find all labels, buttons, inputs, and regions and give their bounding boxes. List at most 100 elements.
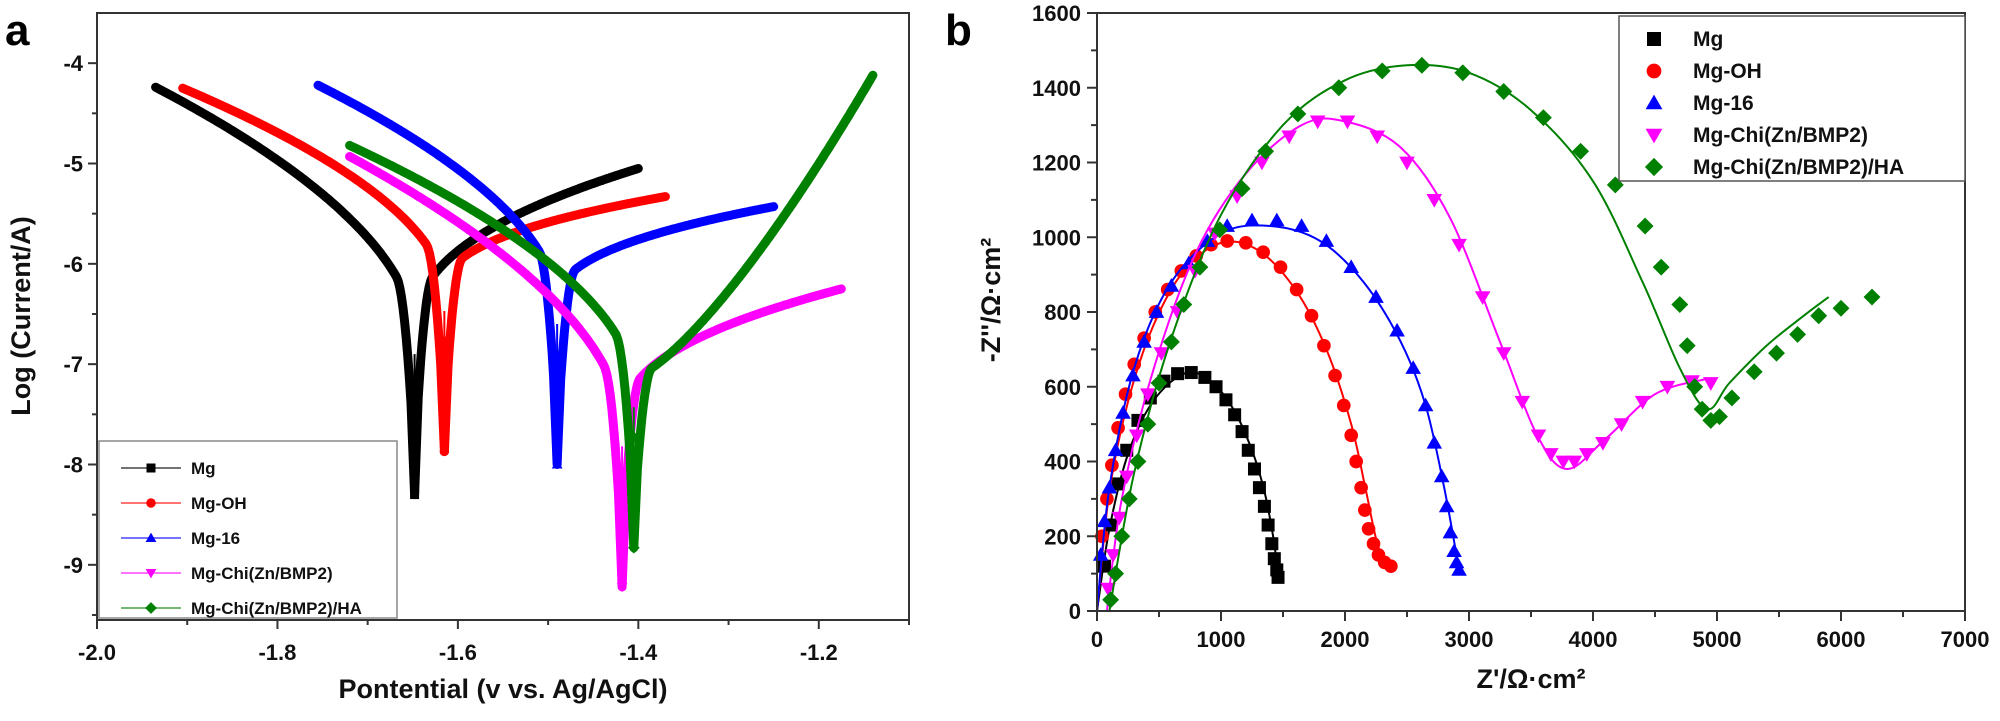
x-tick-label: -1.2 [800,640,838,665]
nyquist-point [1723,389,1741,407]
x-tick-label: 0 [1091,627,1103,652]
nyquist-point [1330,79,1348,97]
nyquist-point [1686,378,1704,396]
legend-marker [1645,128,1663,144]
nyquist-point [1128,429,1145,444]
nyquist-point [1095,529,1109,544]
legend-label: Mg-OH [191,494,247,513]
nyquist-point [1247,462,1261,476]
nyquist-point [1671,296,1689,313]
nyquist-point [1101,479,1118,494]
nyquist-point [1339,115,1356,130]
nyquist-point [1289,105,1307,123]
nyquist-point [1219,393,1233,407]
tafel-marker [627,431,640,444]
nyquist-point [1369,130,1386,145]
y-tick-label: 600 [1044,375,1081,400]
nyquist-point [1125,367,1141,382]
legend-label: Mg-16 [191,529,240,548]
y-tick-label: 400 [1044,450,1081,475]
nyquist-point [1273,260,1288,274]
nyquist-x-axis-title: Z'/Ω·cm² [1476,664,1585,694]
nyquist-point [1566,455,1583,470]
nyquist-point [1358,503,1372,517]
tafel-marker [627,461,640,474]
nyquist-point [1228,408,1242,422]
y-tick-label: 800 [1044,300,1081,325]
tafel-marker [410,409,420,419]
x-tick-label: -1.8 [258,640,296,665]
y-tick-label: -4 [63,51,83,76]
nyquist-point [1495,83,1513,100]
nyquist-point [1768,344,1785,362]
legend-marker [145,568,157,579]
nyquist-chart: b 0 1000 2000 3000 4000 5000 6000 7000 0 200 400 6… [945,1,1989,694]
nyquist-point [1257,499,1271,513]
nyquist-point [1405,360,1421,374]
nyquist-point [1191,258,1209,276]
nyquist-point [1613,418,1630,432]
legend-marker [145,602,157,614]
nyquist-point [1572,142,1590,160]
tafel-series [178,83,670,457]
legend-item: Mg-Chi(Zn/BMP2)/HA [1644,156,1904,179]
nyquist-point [1354,480,1368,495]
nyquist-point [1389,322,1405,337]
nyquist-point [1426,194,1443,208]
tafel-chart: a -2.0 -1.8 -1.6 -1.4 -1.2 -4 -5 -6 -7 -8 -9 Pont… [5,6,910,704]
nyquist-point [1530,429,1547,444]
tafel-marker [410,490,420,500]
nyquist-point [1711,408,1728,426]
nyquist-point [1349,454,1363,469]
tafel-marker [616,582,628,593]
nyquist-point [1442,524,1459,539]
legend-label: Mg-16 [1693,92,1754,115]
tafel-marker [627,491,640,504]
nyquist-point [1634,395,1651,410]
y-tick-label: -8 [63,452,83,477]
nyquist-point [1595,436,1611,451]
legend-item: Mg [1647,28,1723,51]
legend-marker [1647,32,1661,46]
tafel-marker [616,502,628,513]
nyquist-point [1096,513,1113,528]
tafel-marker [439,396,450,407]
nyquist-point [1399,156,1415,171]
legend-label: Mg-Chi(Zn/BMP2)/HA [1693,156,1904,179]
nyquist-point [1426,435,1443,449]
legend-label: Mg [191,459,216,478]
nyquist-point [1150,374,1168,392]
legend-item: Mg-Chi(Zn/BMP2) [121,564,333,583]
nyquist-series-group [1092,56,1881,612]
nyquist-series [1100,115,1719,612]
legend-item: Mg-16 [121,529,240,548]
nyquist-point [1257,142,1275,160]
nyquist-point [1120,490,1138,508]
nyquist-point [1211,221,1229,239]
legend-label: Mg-Chi(Zn/BMP2) [191,564,333,583]
legend-label: Mg-Chi(Zn/BMP2) [1693,124,1868,147]
x-tick-label: 7000 [1941,627,1990,652]
legend-item: Mg-OH [121,494,247,513]
nyquist-point [1238,236,1253,250]
nyquist-point [1417,397,1434,412]
nyquist-point [1373,62,1391,80]
tafel-x-axis-title: Pontential (v vs. Ag/AgCl) [338,674,667,704]
nyquist-point [1413,56,1431,74]
tafel-marker [439,446,450,457]
nyquist-point [1304,308,1319,323]
nyquist-point [1175,296,1193,313]
legend-item: Mg-Chi(Zn/BMP2)/HA [121,599,362,618]
y-tick-label: 1000 [1032,225,1081,250]
legend-item: Mg-16 [1645,92,1754,115]
nyquist-point [1120,443,1134,457]
legend-label: Mg [1693,28,1723,51]
nyquist-point [1366,536,1381,551]
tafel-legend: Mg Mg-OH Mg-16 Mg-Chi(Zn/BMP2) Mg-Chi(Zn/BMP… [98,440,398,619]
tafel-marker [410,439,420,449]
y-tick-label: -6 [63,252,83,277]
legend-item: Mg [121,459,216,478]
nyquist-point [1343,259,1359,273]
nyquist-point [1579,448,1595,462]
nyquist-point [1267,552,1281,566]
